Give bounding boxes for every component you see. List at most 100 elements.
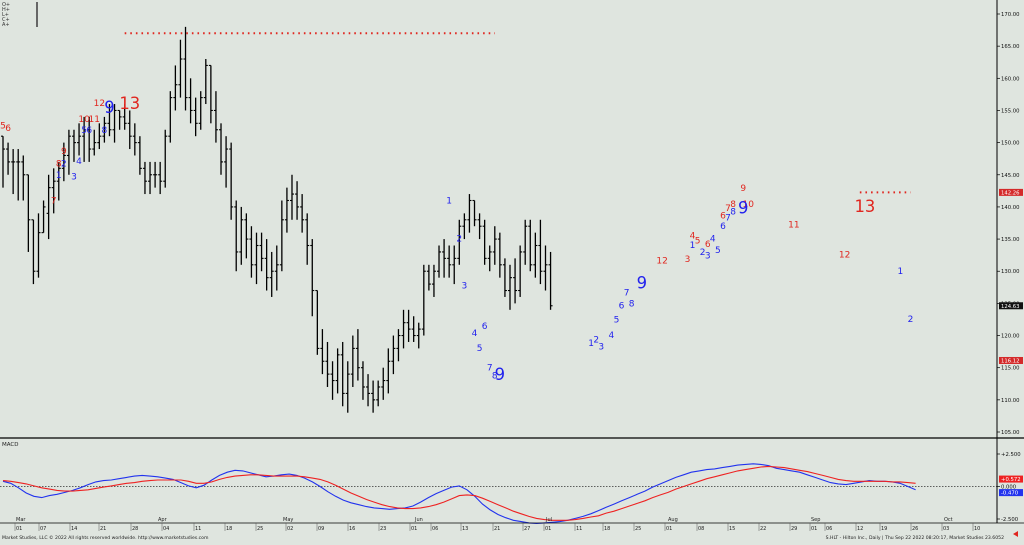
price-tick-label: 140.00 xyxy=(1001,205,1020,211)
day-label: 06 xyxy=(826,526,832,532)
ohlc-bar xyxy=(340,341,345,407)
ohlc-bar xyxy=(391,335,396,375)
day-label: 01 xyxy=(666,526,672,532)
corner-menu-item[interactable]: L+ xyxy=(2,12,9,18)
td-count-label: 7 xyxy=(51,197,57,207)
ohlc-bar xyxy=(11,149,16,195)
ohlc-bar xyxy=(102,116,107,143)
price-tag-label: 142.26 xyxy=(1001,190,1020,196)
td-count-label: 5 xyxy=(695,237,701,247)
price-tag-box xyxy=(999,188,1023,196)
td-count-label: 1 xyxy=(690,241,696,251)
ohlc-bar xyxy=(457,219,462,265)
ohlc-bar xyxy=(300,194,305,233)
ohlc-bar xyxy=(112,104,117,143)
ohlc-bar xyxy=(482,219,487,265)
ohlc-bar xyxy=(406,309,411,342)
td-count-label: 13 xyxy=(119,94,140,113)
day-label: 25 xyxy=(635,526,641,532)
day-label: 01 xyxy=(16,526,22,532)
corner-menu[interactable]: O+ H+ L+ C+ A+ xyxy=(2,2,10,28)
footer-symbol-info: S.HLT - Hilton Inc., Daily | Thu Sep 22 … xyxy=(826,535,1004,541)
price-tags: 142.26 124.63 116.12 +0.572 -0.470 xyxy=(999,188,1023,497)
ohlc-bar xyxy=(533,232,538,278)
td-count-label: 1 xyxy=(898,267,904,277)
ohlc-bar xyxy=(467,194,472,233)
ohlc-bar xyxy=(492,226,497,265)
ohlc-bars xyxy=(1,26,553,413)
ohlc-bar xyxy=(107,104,112,137)
ohlc-bar xyxy=(87,116,92,162)
ohlc-bar xyxy=(168,91,173,143)
day-label: 29 xyxy=(791,526,797,532)
ohlc-bar xyxy=(178,39,183,98)
td-count-label: 6 xyxy=(5,124,11,134)
ohlc-bar xyxy=(203,59,208,105)
ohlc-bar xyxy=(528,219,533,272)
ohlc-bar xyxy=(502,258,507,297)
footer-copyright: Market Studies, LLC © 2022 All rights re… xyxy=(2,534,209,541)
price-tick-label: 155.00 xyxy=(1001,108,1020,114)
td-count-label: 5 xyxy=(0,121,6,131)
td-count-label: 8 xyxy=(492,372,498,382)
price-tick-label: 135.00 xyxy=(1001,237,1020,243)
td-count-label: 4 xyxy=(609,331,615,341)
ohlc-bar xyxy=(452,245,457,285)
corner-menu-item[interactable]: H+ xyxy=(2,7,10,13)
td-count-label: 2 xyxy=(456,235,462,245)
ohlc-bar xyxy=(381,367,386,400)
month-label: Mar xyxy=(16,517,26,523)
ohlc-bar xyxy=(132,123,137,156)
macd-tag-label: -0.470 xyxy=(1001,491,1019,497)
td-count-label: 3 xyxy=(685,255,691,265)
td-count-label: 8 xyxy=(730,200,736,210)
day-label: 19 xyxy=(881,526,887,532)
td-count-label: 9 xyxy=(495,365,505,384)
ohlc-bar xyxy=(345,361,350,413)
td-count-label: 1 xyxy=(56,171,62,181)
ohlc-bar xyxy=(173,65,178,111)
ohlc-bar xyxy=(376,380,381,407)
td-count-label: 6 xyxy=(705,240,711,250)
day-label: 10 xyxy=(974,526,980,532)
td-count-label: 6 xyxy=(86,126,92,136)
macd-panel xyxy=(0,463,997,525)
price-tick-label: 160.00 xyxy=(1001,76,1020,82)
ohlc-bar xyxy=(16,149,21,201)
ohlc-bar xyxy=(193,97,198,137)
day-label: 11 xyxy=(195,526,201,532)
ohlc-bar xyxy=(163,129,168,188)
td-count-label: 3 xyxy=(705,251,711,261)
corner-menu-item[interactable]: C+ xyxy=(2,17,10,23)
td-count-label: 4 xyxy=(472,329,478,339)
ohlc-bar xyxy=(82,116,87,162)
day-label: 28 xyxy=(132,526,138,532)
td-count-label: 6 xyxy=(482,322,488,332)
ohlc-bar xyxy=(330,361,335,400)
scroll-handle[interactable] xyxy=(36,2,38,27)
macd-tick-label: +2.500 xyxy=(1001,452,1021,458)
ohlc-bar xyxy=(543,245,548,291)
price-tag-box xyxy=(999,356,1023,364)
day-label: 08 xyxy=(698,526,704,532)
td-count-label: 4 xyxy=(710,235,716,245)
day-label: 03 xyxy=(943,526,949,532)
corner-menu-item[interactable]: A+ xyxy=(2,22,10,28)
ohlc-bar xyxy=(213,91,218,143)
td-count-label: 12 xyxy=(839,251,850,261)
ohlc-bar xyxy=(148,161,153,195)
ohlc-bar xyxy=(284,187,289,233)
ohlc-bar xyxy=(259,232,264,272)
day-label: 11 xyxy=(576,526,582,532)
td-count-label: 11 xyxy=(788,221,799,231)
ohlc-bar xyxy=(366,374,371,407)
day-label: 09 xyxy=(318,526,324,532)
corner-menu-item[interactable]: O+ xyxy=(2,2,10,8)
ohlc-bar xyxy=(46,174,51,240)
day-label: 16 xyxy=(349,526,355,532)
ohlc-bar xyxy=(66,129,71,175)
scroll-left-icon[interactable] xyxy=(1013,531,1018,537)
td-count-label: 7 xyxy=(624,289,630,299)
price-tick-label: 165.00 xyxy=(1001,44,1020,50)
